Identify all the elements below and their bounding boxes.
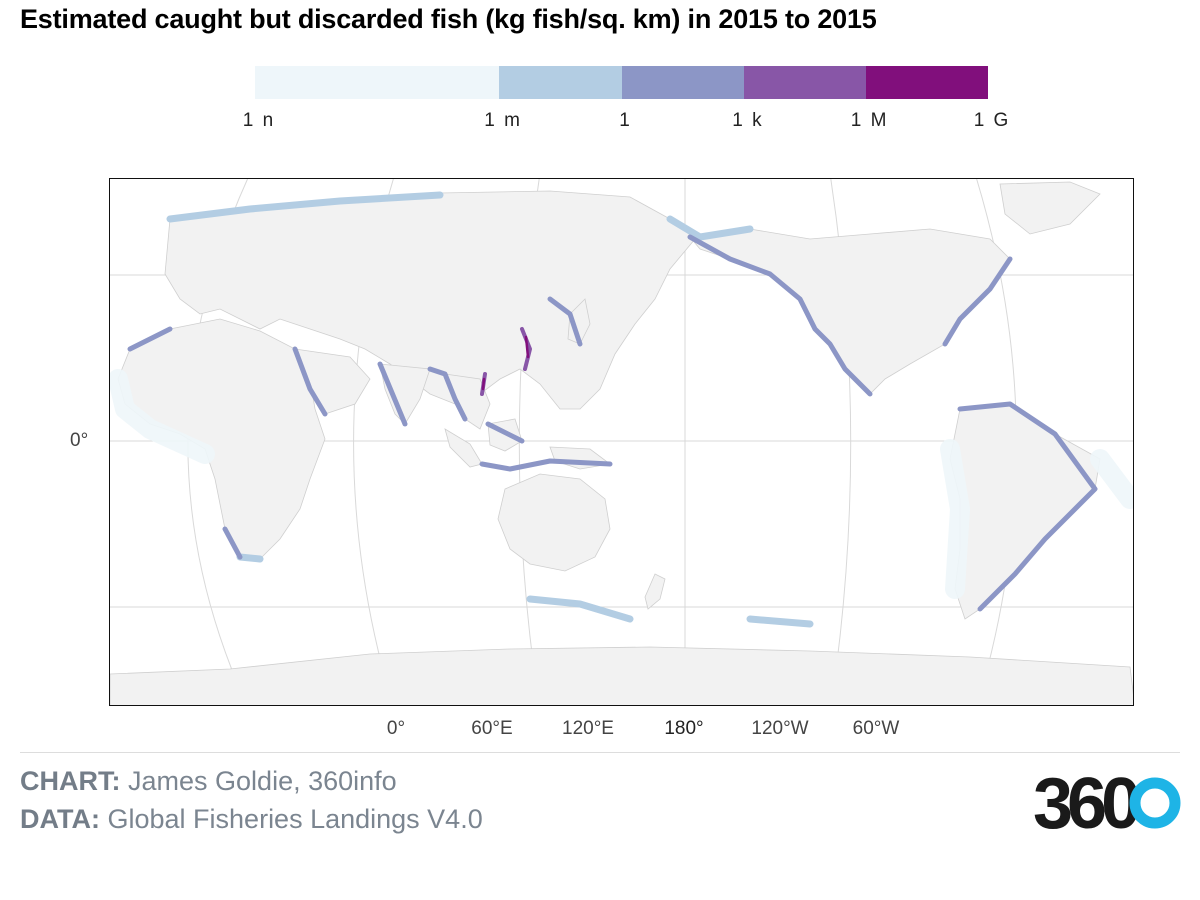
color-legend xyxy=(255,66,989,99)
land-masses xyxy=(110,181,1133,705)
legend-swatch xyxy=(255,66,500,99)
legend-label: 1 M xyxy=(850,110,889,131)
legend-label: 1 k xyxy=(732,110,764,131)
lon-label: 120°W xyxy=(751,718,809,739)
lon-label: 60°E xyxy=(471,718,513,739)
legend-swatch xyxy=(865,66,989,99)
legend-label: 1 m xyxy=(484,110,522,131)
land-australia xyxy=(497,473,611,572)
land-antarctica xyxy=(110,646,1133,705)
lon-label: 0° xyxy=(386,718,406,739)
data-credit: DATA: Global Fisheries Landings V4.0 xyxy=(20,804,483,835)
data-credit-label: DATA: xyxy=(20,804,100,834)
lat-label-equator: 0° xyxy=(70,430,89,451)
lon-label: 120°E xyxy=(562,718,614,739)
legend-swatch xyxy=(499,66,622,99)
chart-credit: CHART: James Goldie, 360info xyxy=(20,766,397,797)
land-south-america xyxy=(949,403,1101,620)
footer-divider xyxy=(20,752,1180,753)
land-india xyxy=(379,363,431,425)
logo-ring-icon xyxy=(1129,777,1181,829)
legend-swatch xyxy=(743,66,867,99)
land-japan xyxy=(567,298,591,345)
band-coastal-peak xyxy=(481,335,530,391)
land-greenland xyxy=(999,181,1101,235)
band-coastal-moderate xyxy=(127,234,1098,612)
land-newzealand xyxy=(644,573,666,610)
discard-layer xyxy=(110,191,1133,628)
band-tropical-low xyxy=(110,369,1133,599)
chart-credit-label: CHART: xyxy=(20,766,121,796)
data-credit-value: Global Fisheries Landings V4.0 xyxy=(107,804,483,834)
band-subpolar-light xyxy=(166,191,814,628)
logo-360-text: 360 xyxy=(1033,770,1139,836)
land-europe-asia xyxy=(164,190,696,410)
land-sumatra xyxy=(444,428,483,468)
legend-swatch xyxy=(621,66,745,99)
lon-label: 60°W xyxy=(852,718,900,739)
chart-credit-value: James Goldie, 360info xyxy=(128,766,397,796)
map-svg xyxy=(110,179,1133,705)
legend-label: 1 G xyxy=(973,110,1011,131)
logo-360-svg: 360 xyxy=(1033,764,1181,844)
land-north-america xyxy=(689,228,1011,395)
chart-title: Estimated caught but discarded fish (kg … xyxy=(20,4,877,34)
logo-360: 360 xyxy=(1033,764,1183,844)
world-map xyxy=(109,178,1134,706)
legend-label: 1 n xyxy=(242,110,276,131)
legend-label: 1 xyxy=(619,110,632,131)
lon-label: 180° xyxy=(664,718,704,739)
